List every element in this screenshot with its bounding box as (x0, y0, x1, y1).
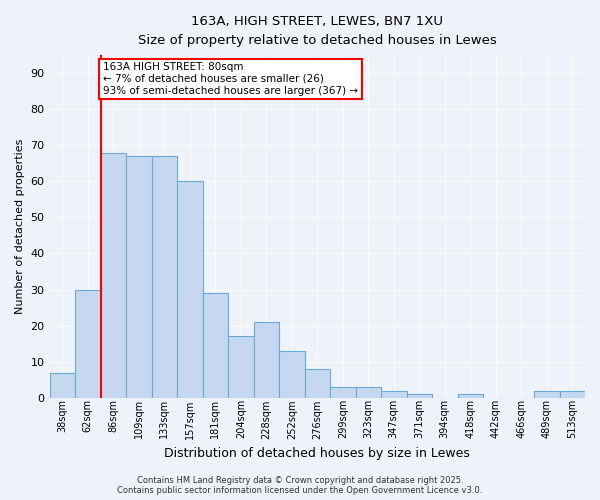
Bar (458, 394, 483, 398)
Bar (534, 390, 560, 398)
Title: 163A, HIGH STREET, LEWES, BN7 1XU
Size of property relative to detached houses i: 163A, HIGH STREET, LEWES, BN7 1XU Size o… (138, 15, 497, 47)
Bar (50, 372, 75, 398)
Bar (330, 387, 356, 398)
Bar (126, 156, 152, 398)
Bar (279, 351, 305, 398)
Bar (177, 182, 203, 398)
Bar (305, 369, 330, 398)
Y-axis label: Number of detached properties: Number of detached properties (15, 139, 25, 314)
Bar (356, 387, 381, 398)
Bar (228, 336, 254, 398)
Bar (560, 390, 585, 398)
Text: 163A HIGH STREET: 80sqm
← 7% of detached houses are smaller (26)
93% of semi-det: 163A HIGH STREET: 80sqm ← 7% of detached… (103, 62, 358, 96)
Bar (407, 394, 432, 398)
Bar (101, 152, 126, 398)
Bar (75, 290, 101, 398)
Text: Contains HM Land Registry data © Crown copyright and database right 2025.
Contai: Contains HM Land Registry data © Crown c… (118, 476, 482, 495)
Bar (381, 390, 407, 398)
Bar (254, 322, 279, 398)
Bar (152, 156, 177, 398)
X-axis label: Distribution of detached houses by size in Lewes: Distribution of detached houses by size … (164, 447, 470, 460)
Bar (203, 293, 228, 398)
